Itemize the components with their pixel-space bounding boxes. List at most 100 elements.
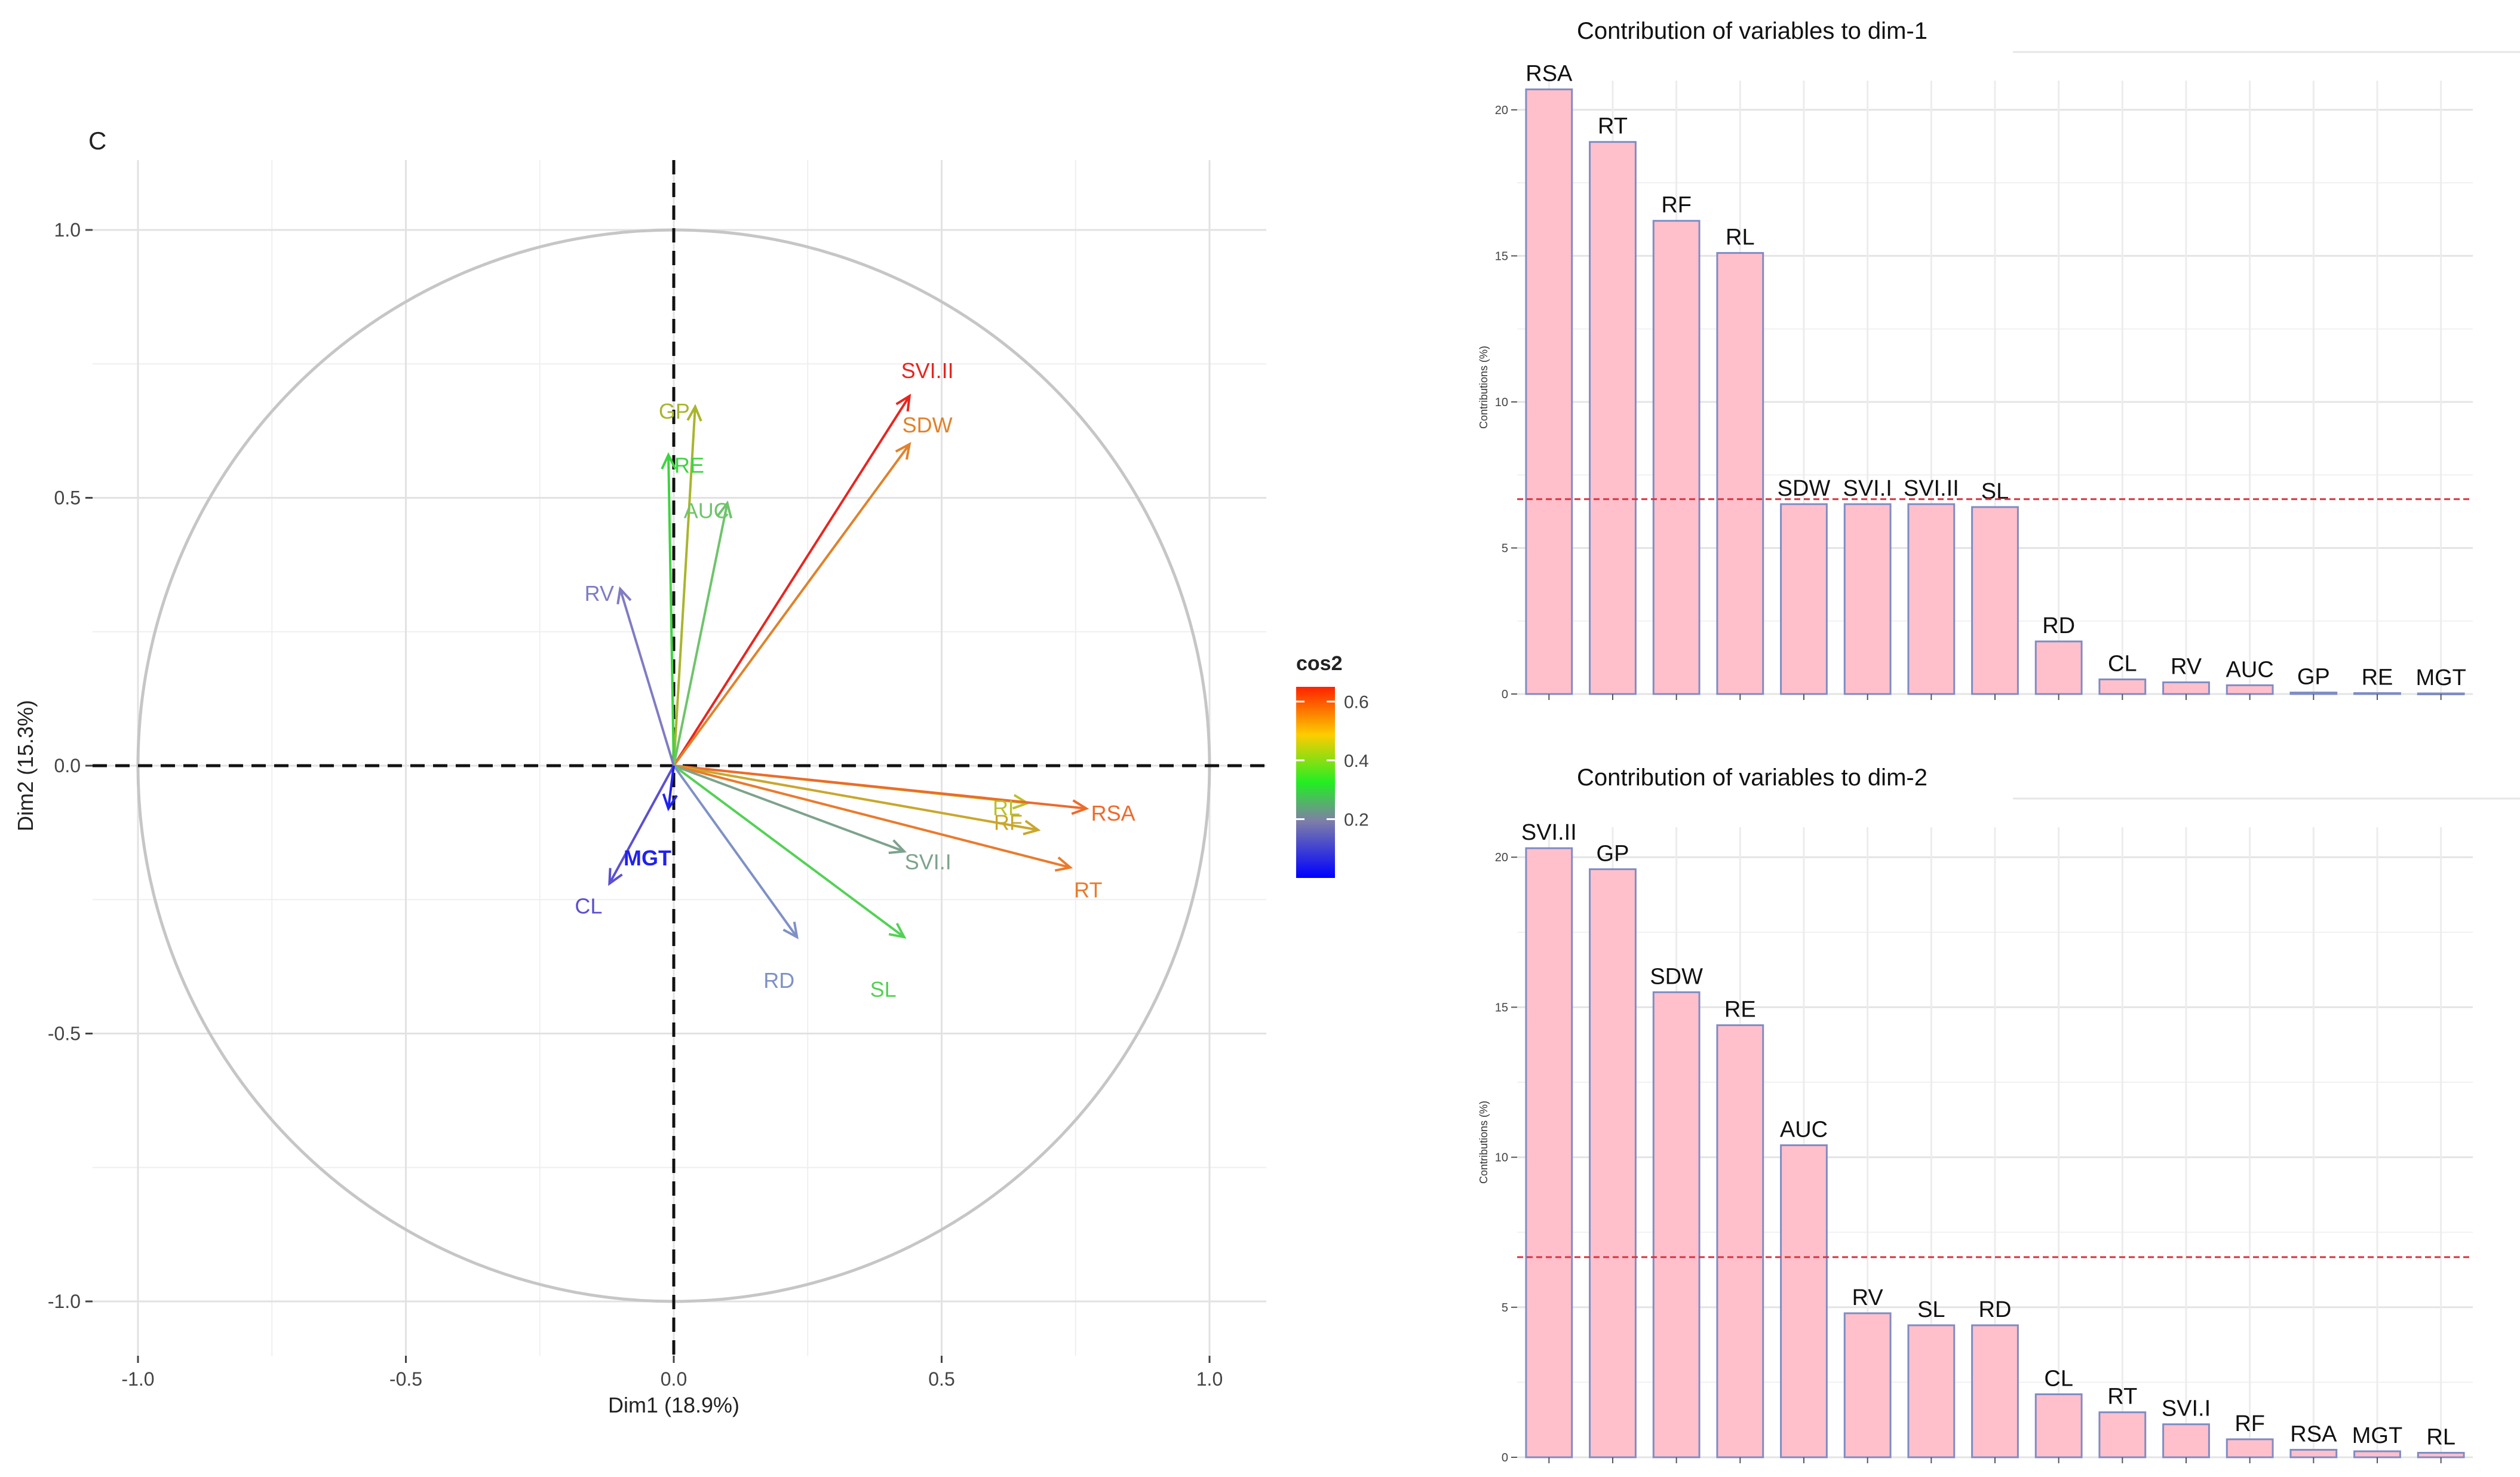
arrowhead bbox=[895, 394, 911, 412]
bar-label: CL bbox=[2108, 652, 2137, 677]
y-tick-label: 0 bbox=[1502, 1451, 1508, 1464]
arrowhead bbox=[1023, 819, 1041, 836]
pca-y-axis-label: Dim2 (15.3%) bbox=[13, 700, 38, 831]
variable-label: RL bbox=[993, 796, 1020, 820]
pca-x-axis-label: Dim1 (18.9%) bbox=[608, 1393, 739, 1417]
chart-title: Contribution of variables to dim-2 bbox=[1577, 764, 1927, 791]
pca-variable-labels: SVI.II SDW GP RE AUC RV RL RSA RF RT SVI.I SL RD CL MG… bbox=[575, 358, 1135, 1002]
legend-tick-label: 0.4 bbox=[1344, 751, 1369, 771]
bar-auc bbox=[1780, 1144, 1828, 1458]
arrowhead bbox=[782, 922, 799, 939]
bar-rsa bbox=[2289, 1448, 2338, 1458]
y-tick-label: 5 bbox=[1502, 542, 1508, 555]
x-tick-label: -1.0 bbox=[121, 1368, 154, 1390]
bar-label: SVI.I bbox=[2162, 1396, 2211, 1421]
y-axis-label: Contributions (%) bbox=[1478, 346, 1490, 429]
arrow-re bbox=[667, 455, 675, 766]
bar-svi-i bbox=[1843, 503, 1892, 695]
arrow-cl bbox=[608, 765, 675, 885]
variable-label: SL bbox=[870, 977, 897, 1002]
variable-label: RV bbox=[585, 581, 614, 606]
variable-label: MGT bbox=[624, 846, 671, 870]
arrow-gp bbox=[673, 406, 696, 766]
variable-label: SVI.I bbox=[905, 850, 951, 874]
arrow-sl bbox=[673, 764, 905, 938]
bar-label: SL bbox=[1917, 1297, 1945, 1322]
arrowhead bbox=[1071, 799, 1089, 815]
legend-tick-label: 0.6 bbox=[1344, 693, 1369, 713]
bar-label: RL bbox=[1726, 225, 1755, 250]
bar-label: SDW bbox=[1778, 476, 1831, 501]
x-tick-label: 0.5 bbox=[928, 1368, 954, 1390]
panel-label: C bbox=[88, 127, 106, 155]
bar-re bbox=[2353, 692, 2401, 695]
y-axis-label: Contributions (%) bbox=[1478, 1101, 1490, 1184]
variable-label: RSA bbox=[1091, 801, 1135, 825]
variable-label: SVI.II bbox=[901, 358, 954, 383]
y-tick-label: 20 bbox=[1495, 851, 1508, 864]
bar-rf bbox=[2226, 1438, 2274, 1458]
variable-label: CL bbox=[575, 893, 602, 918]
chart-title: Contribution of variables to dim-1 bbox=[1577, 18, 1927, 44]
bar-label: RV bbox=[2171, 654, 2202, 679]
bar-label: SDW bbox=[1650, 964, 1703, 989]
variable-label: RD bbox=[763, 968, 794, 993]
arrowhead bbox=[888, 839, 907, 854]
bar-label: RD bbox=[2042, 613, 2075, 638]
bar-svi-ii bbox=[1525, 847, 1573, 1458]
arrow-svi-i bbox=[673, 764, 905, 853]
y-tick-label: 10 bbox=[1495, 396, 1508, 409]
bar-label: RSA bbox=[1525, 62, 1573, 87]
bar-label: CL bbox=[2044, 1367, 2073, 1392]
bar-gp bbox=[2289, 692, 2338, 695]
bar-rf bbox=[1652, 220, 1701, 695]
arrow-mgt bbox=[667, 765, 675, 809]
bar-label: RT bbox=[2107, 1384, 2137, 1410]
arrowhead bbox=[616, 586, 632, 604]
cos2-legend: cos2 0.2 0.4 0.6 bbox=[1296, 652, 1369, 878]
bar-label: SVI.II bbox=[1904, 476, 1959, 501]
arrow-rf bbox=[673, 764, 1039, 831]
y-tick-label: -0.5 bbox=[48, 1023, 81, 1045]
bar-label: RF bbox=[1661, 193, 1692, 218]
bar-rt bbox=[1589, 141, 1637, 695]
y-tick-label: 10 bbox=[1495, 1151, 1508, 1165]
x-tick-label: -0.5 bbox=[389, 1368, 422, 1390]
legend-title: cos2 bbox=[1296, 652, 1343, 675]
bar-sl bbox=[1907, 1324, 1956, 1458]
variable-label: RF bbox=[994, 810, 1023, 835]
x-tick-label: 0.0 bbox=[661, 1368, 687, 1390]
y-tick-label: 0.5 bbox=[54, 487, 81, 509]
pca-variable-plot: C -1.0 -0.5 0.0 0.5 1.0 -1.0 -0.5 0.0 0.5 1.0 SVI… bbox=[13, 127, 1369, 1417]
variable-label: RT bbox=[1074, 877, 1102, 902]
bar-auc bbox=[2226, 684, 2274, 695]
bar-label: AUC bbox=[1780, 1117, 1828, 1143]
y-tick-label: 15 bbox=[1495, 1001, 1508, 1014]
x-tick-label: 1.0 bbox=[1196, 1368, 1223, 1390]
bar-rd bbox=[1971, 1324, 2019, 1458]
bar-svi-ii bbox=[1907, 503, 1956, 695]
arrowhead bbox=[888, 923, 907, 939]
bar-label: RV bbox=[1852, 1285, 1884, 1310]
bar-label: MGT bbox=[2415, 665, 2466, 690]
y-tick-label: 1.0 bbox=[54, 219, 81, 241]
arrow-sdw bbox=[673, 443, 911, 767]
y-tick-label: 0 bbox=[1502, 688, 1508, 701]
arrow-svi-ii bbox=[673, 395, 911, 767]
arrowhead bbox=[686, 404, 702, 422]
variable-label: GP bbox=[659, 399, 690, 423]
bar-label: SL bbox=[1981, 479, 2009, 504]
arrowhead bbox=[662, 793, 678, 812]
bar-label: RL bbox=[2426, 1424, 2455, 1450]
bar-rv bbox=[2162, 681, 2210, 695]
pca-arrows bbox=[608, 394, 1089, 939]
bar-rl bbox=[2417, 1451, 2465, 1458]
bar-cl bbox=[2034, 1393, 2083, 1458]
y-tick-label: 20 bbox=[1495, 104, 1508, 117]
arrow-rt bbox=[673, 764, 1071, 869]
legend-tick-label: 0.2 bbox=[1344, 810, 1369, 830]
arrowhead bbox=[717, 500, 733, 519]
bar-label: RF bbox=[2234, 1411, 2265, 1436]
bar-label: RE bbox=[1724, 997, 1756, 1022]
